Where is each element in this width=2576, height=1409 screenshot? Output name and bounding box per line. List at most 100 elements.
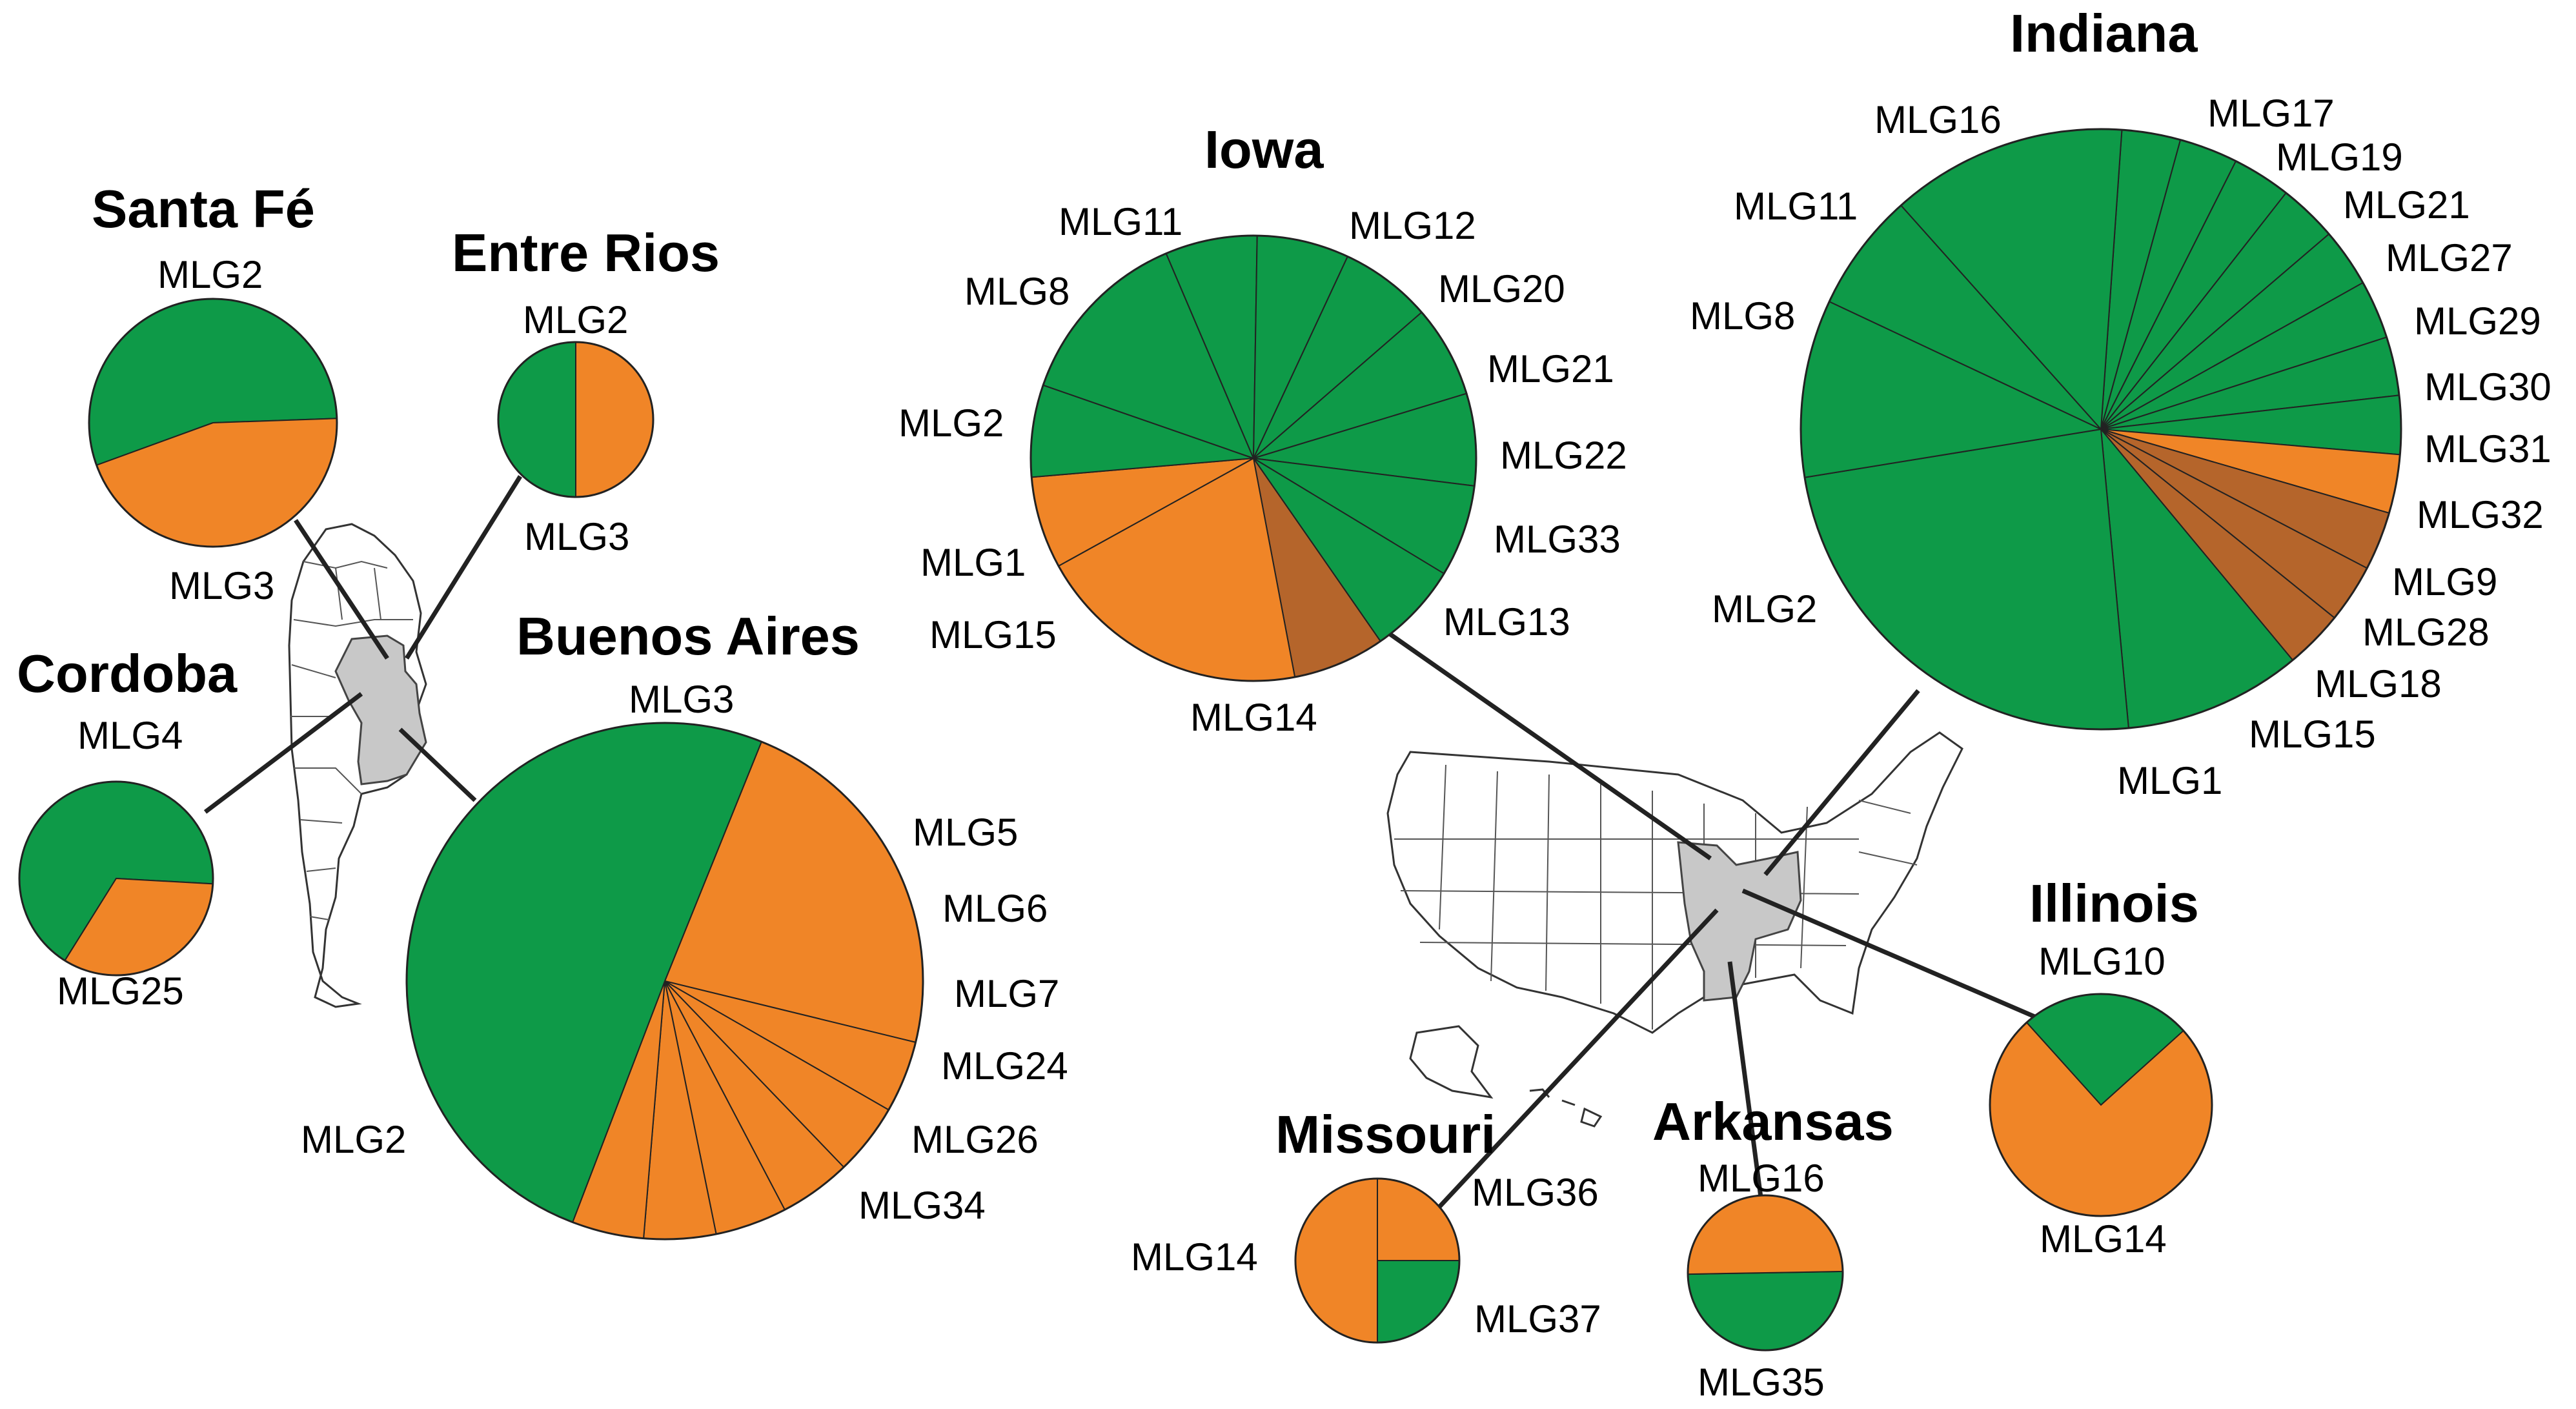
slice-label: MLG2 bbox=[898, 401, 1004, 445]
slice-label: MLG15 bbox=[2249, 713, 2376, 756]
connector-arkansas bbox=[1727, 961, 1763, 1198]
slice-label: MLG4 bbox=[77, 714, 183, 757]
pie-outline bbox=[497, 341, 654, 498]
slice-label: MLG8 bbox=[964, 270, 1070, 313]
pie-iowa bbox=[1029, 234, 1477, 682]
slice-label: MLG6 bbox=[942, 887, 1048, 930]
hawaii-outline bbox=[1529, 1088, 1603, 1128]
pie-slice-mlg37 bbox=[1377, 1260, 1461, 1344]
connector-indiana bbox=[1763, 689, 1920, 877]
pie-slice-mlg16 bbox=[1687, 1270, 1843, 1351]
slice-label: MLG34 bbox=[858, 1184, 986, 1227]
pie-title-entre-rios: Entre Rios bbox=[452, 223, 720, 283]
pie-outline bbox=[1989, 993, 2213, 1217]
pie-outline bbox=[405, 722, 924, 1241]
slice-label: MLG21 bbox=[1487, 347, 1614, 390]
slice-label: MLG9 bbox=[2392, 560, 2497, 603]
slice-label: MLG2 bbox=[1712, 587, 1817, 631]
pie-slice-mlg3 bbox=[575, 341, 654, 498]
pie-arkansas bbox=[1687, 1194, 1844, 1352]
slice-label: MLG1 bbox=[2117, 759, 2222, 802]
argentina-highlighted-provinces bbox=[334, 634, 427, 786]
slice-label: MLG12 bbox=[1349, 204, 1476, 247]
slice-labels: MLG2 MLG3 MLG2 MLG3 MLG4 MLG25 MLG3 MLG5… bbox=[57, 92, 2551, 1404]
usa-highlighted-states bbox=[1677, 841, 1802, 1002]
usa-map bbox=[1386, 731, 1963, 1128]
slice-label: MLG14 bbox=[1190, 696, 1317, 739]
pie-title-indiana: Indiana bbox=[2010, 3, 2198, 63]
slice-label: MLG37 bbox=[1474, 1297, 1601, 1341]
pie-buenos-aires bbox=[405, 722, 924, 1241]
slice-label: MLG35 bbox=[1698, 1361, 1825, 1404]
pie-outline bbox=[88, 298, 338, 548]
slice-label: MLG1 bbox=[920, 541, 1026, 584]
slice-label: MLG26 bbox=[911, 1118, 1039, 1161]
pie-santa-f- bbox=[88, 298, 338, 548]
slice-label: MLG5 bbox=[913, 811, 1018, 854]
slice-label: MLG2 bbox=[157, 253, 263, 296]
pie-titles: Santa Fé Entre Rios Cordoba Buenos Aires… bbox=[17, 3, 2199, 1164]
pie-slice-mlg35 bbox=[1687, 1195, 1844, 1275]
slice-label: MLG36 bbox=[1472, 1171, 1599, 1214]
connector-buenos-aires bbox=[398, 727, 477, 802]
slice-label: MLG3 bbox=[169, 564, 274, 607]
slice-label: MLG10 bbox=[2038, 940, 2165, 983]
pie-title-missouri: Missouri bbox=[1275, 1104, 1496, 1164]
slice-label: MLG17 bbox=[2207, 92, 2335, 135]
pie-illinois bbox=[1989, 993, 2213, 1217]
pie-missouri bbox=[1294, 1177, 1461, 1344]
pie-title-cordoba: Cordoba bbox=[17, 644, 238, 704]
pie-outline bbox=[1294, 1177, 1461, 1344]
slice-label: MLG16 bbox=[1698, 1157, 1825, 1200]
slice-label: MLG11 bbox=[1734, 185, 1858, 228]
slice-label: MLG29 bbox=[2414, 299, 2541, 343]
alaska-outline bbox=[1409, 1025, 1494, 1099]
slice-label: MLG19 bbox=[2276, 136, 2403, 179]
slice-label: MLG3 bbox=[629, 678, 734, 721]
slice-label: MLG20 bbox=[1438, 267, 1565, 310]
slice-label: MLG30 bbox=[2424, 365, 2551, 409]
slice-label: MLG15 bbox=[929, 613, 1057, 656]
slice-label: MLG11 bbox=[1059, 200, 1182, 243]
slice-label: MLG14 bbox=[2040, 1217, 2167, 1261]
pie-slice-mlg2 bbox=[498, 341, 576, 498]
connector-missouri bbox=[1436, 908, 1719, 1210]
connector-santa-fe bbox=[294, 519, 389, 660]
slice-label: MLG28 bbox=[2362, 611, 2490, 654]
pie-outline bbox=[1687, 1194, 1844, 1352]
pie-slice-mlg36 bbox=[1377, 1177, 1461, 1261]
pie-title-buenos-aires: Buenos Aires bbox=[516, 606, 860, 666]
pie-charts bbox=[18, 128, 2402, 1352]
slice-label: MLG8 bbox=[1690, 294, 1795, 338]
usa-outline bbox=[1386, 731, 1963, 1034]
slice-label: MLG18 bbox=[2315, 662, 2442, 705]
slice-label: MLG21 bbox=[2343, 183, 2470, 227]
slice-label: MLG32 bbox=[2417, 493, 2544, 536]
pie-cordoba bbox=[18, 780, 214, 977]
slice-label: MLG2 bbox=[301, 1118, 406, 1161]
connector-illinois bbox=[1741, 888, 2073, 1035]
slice-label: MLG22 bbox=[1500, 434, 1627, 477]
pie-title-iowa: Iowa bbox=[1204, 119, 1324, 179]
pie-indiana bbox=[1800, 128, 2402, 731]
slice-label: MLG14 bbox=[1131, 1235, 1258, 1279]
pie-entre-rios bbox=[497, 341, 654, 498]
connector-iowa bbox=[1386, 631, 1712, 860]
pie-outline bbox=[1800, 128, 2402, 731]
slice-label: MLG24 bbox=[941, 1044, 1068, 1088]
pie-outline bbox=[18, 780, 214, 977]
slice-label: MLG2 bbox=[523, 298, 628, 341]
slice-label: MLG3 bbox=[524, 515, 629, 558]
connector-lines bbox=[203, 475, 2073, 1210]
slice-label: MLG25 bbox=[57, 969, 184, 1013]
slice-label: MLG33 bbox=[1494, 518, 1621, 561]
slice-label: MLG7 bbox=[954, 972, 1059, 1015]
slice-label: MLG13 bbox=[1443, 600, 1570, 644]
argentina-map bbox=[288, 523, 427, 1008]
pie-title-santa-fe: Santa Fé bbox=[92, 179, 315, 239]
argentina-province-borders bbox=[290, 560, 413, 920]
slice-label: MLG31 bbox=[2424, 427, 2551, 471]
pie-outline bbox=[1029, 234, 1477, 682]
pie-slice-mlg2 bbox=[1803, 428, 2129, 730]
